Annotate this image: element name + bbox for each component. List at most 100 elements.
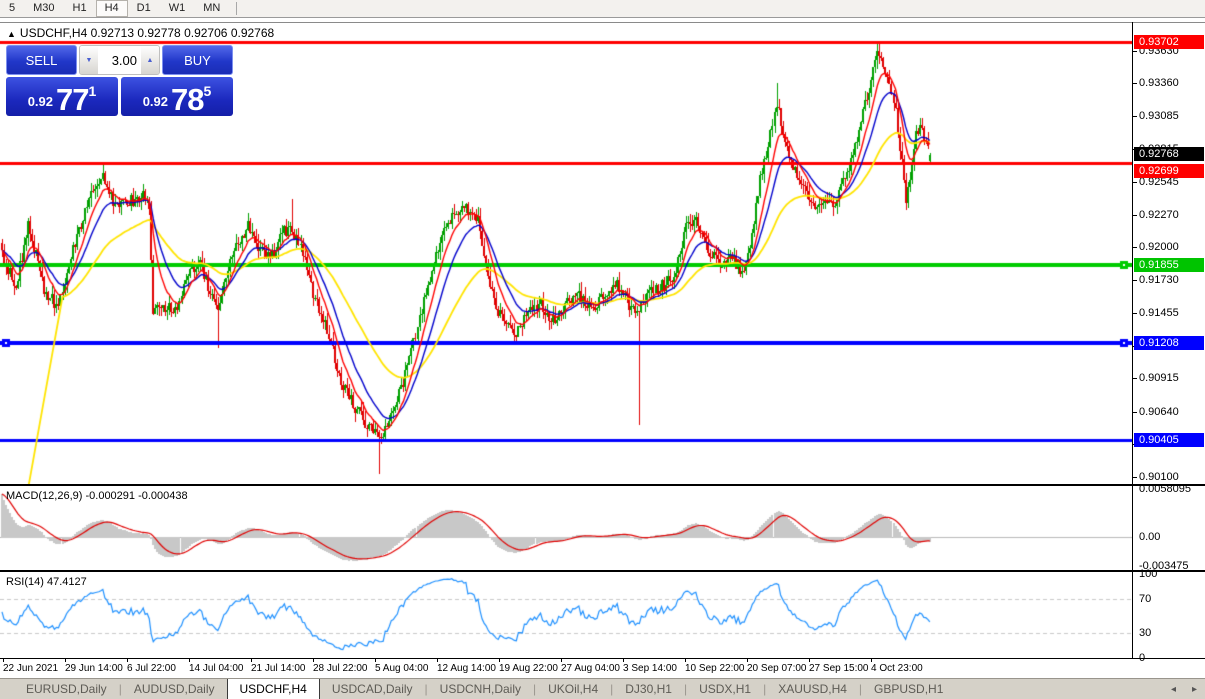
price-level-label: 0.91208 (1134, 336, 1204, 350)
date-tick-label: 4 Oct 23:00 (871, 663, 923, 674)
tab-scroll-right-button[interactable]: ▸ (1191, 684, 1197, 695)
date-tick-mark (189, 659, 190, 662)
ohlc-open: 0.92713 (90, 26, 134, 40)
date-tick-mark (127, 659, 128, 662)
rsi-chart-canvas[interactable] (0, 572, 1132, 658)
rsi-axis-label: 100 (1139, 568, 1158, 580)
macd-axis-label: 0.00 (1139, 531, 1161, 543)
date-tick-mark (871, 659, 872, 662)
date-tick-mark (65, 659, 66, 662)
price-tick-label: 0.92000 (1139, 241, 1179, 253)
tab-gbpusd-h1[interactable]: GBPUSD,H1 (874, 682, 944, 696)
price-tick-mark (1133, 182, 1137, 183)
rsi-label: RSI(14) 47.4127 (6, 576, 87, 588)
date-tick-mark (251, 659, 252, 662)
volume-spinner: ▼ ▲ (79, 45, 160, 75)
price-tick-label: 0.93085 (1139, 110, 1179, 122)
price-tick-mark (1133, 477, 1137, 478)
period-button-h4[interactable]: H4 (95, 0, 128, 17)
price-tick-label: 0.92545 (1139, 176, 1179, 188)
date-tick-label: 5 Aug 04:00 (375, 663, 429, 674)
rsi-axis-label: 0 (1139, 652, 1146, 664)
date-tick-label: 20 Sep 07:00 (747, 663, 807, 674)
tab-separator: | (858, 682, 863, 696)
period-button-5[interactable]: 5 (9, 2, 16, 14)
collapse-triangle-icon[interactable]: ▲ (7, 29, 16, 39)
sell-price-big: 77 (56, 82, 89, 117)
date-tick-mark (809, 659, 810, 662)
volume-increase-button[interactable]: ▲ (141, 46, 159, 74)
price-tick-mark (1133, 215, 1137, 216)
date-tick-label: 29 Jun 14:00 (65, 663, 123, 674)
date-tick-label: 10 Sep 22:00 (685, 663, 745, 674)
price-level-label: 0.92768 (1134, 147, 1204, 161)
date-tick-mark (313, 659, 314, 662)
one-click-trade-panel: SELL ▼ ▲ BUY 0.92 77 1 0.92 78 5 (6, 45, 233, 116)
macd-label: MACD(12,26,9) -0.000291 -0.000438 (6, 490, 188, 502)
tab-usdchf-h4[interactable]: USDCHF,H4 (226, 679, 320, 699)
date-tick-mark (685, 659, 686, 662)
price-tick-mark (1133, 378, 1137, 379)
price-tick-label: 0.91730 (1139, 274, 1179, 286)
date-tick-label: 14 Jul 04:00 (189, 663, 244, 674)
main-chart-pane (0, 22, 1205, 485)
buy-button[interactable]: BUY (162, 45, 233, 75)
tab-eurusd-daily[interactable]: EURUSD,Daily (26, 682, 107, 696)
date-tick-mark (561, 659, 562, 662)
chart-tab-bar: EURUSD,Daily | AUDUSD,Daily USDCHF,H4 USDCAD… (0, 678, 1205, 699)
date-tick-mark (623, 659, 624, 662)
period-button-mn[interactable]: MN (203, 2, 221, 14)
price-tick-label: 0.90100 (1139, 471, 1179, 483)
volume-decrease-button[interactable]: ▼ (80, 46, 98, 74)
macd-indicator-pane: MACD(12,26,9) -0.000291 -0.000438 (0, 485, 1205, 571)
tab-scroll-left-button[interactable]: ◂ (1170, 684, 1176, 695)
price-tick-mark (1133, 51, 1137, 52)
price-level-label: 0.91855 (1134, 258, 1204, 272)
price-tick-label: 0.91455 (1139, 307, 1179, 319)
ohlc-close: 0.92768 (230, 26, 275, 40)
date-tick-label: 3 Sep 14:00 (623, 663, 677, 674)
ohlc-low: 0.92706 (184, 26, 228, 40)
date-tick-label: 12 Aug 14:00 (437, 663, 496, 674)
period-button-w1[interactable]: W1 (168, 2, 186, 14)
buy-price-display[interactable]: 0.92 78 5 (121, 77, 233, 116)
date-tick-label: 19 Aug 22:00 (499, 663, 558, 674)
tab-ukoil-h4[interactable]: UKOil,H4 (548, 682, 599, 696)
toolbar-separator (236, 2, 238, 15)
macd-axis-label: 0.0058095 (1139, 483, 1191, 495)
price-level-label: 0.92699 (1134, 164, 1204, 178)
date-tick-mark (747, 659, 748, 662)
buy-price-superscript: 5 (203, 83, 212, 99)
price-tick-mark (1133, 116, 1137, 117)
tab-usdcad-daily[interactable]: USDCAD,Daily (331, 682, 413, 696)
rsi-axis-label: 70 (1139, 593, 1152, 605)
tab-xauusd-h4[interactable]: XAUUSD,H4 (778, 682, 847, 696)
buy-price-big: 78 (171, 82, 204, 117)
price-axis[interactable]: 0.936300.933600.930850.928150.925450.922… (1133, 22, 1205, 664)
period-button-m30[interactable]: M30 (33, 2, 55, 14)
tab-separator: | (683, 682, 688, 696)
period-button-h1[interactable]: H1 (72, 2, 87, 14)
volume-input[interactable] (98, 46, 141, 74)
price-level-label: 0.90405 (1134, 433, 1204, 447)
period-button-d1[interactable]: D1 (136, 2, 151, 14)
sell-price-display[interactable]: 0.92 77 1 (6, 77, 118, 116)
tab-dj30-h1[interactable]: DJ30,H1 (625, 682, 672, 696)
macd-axis-label: -0.003475 (1139, 560, 1189, 572)
price-tick-mark (1133, 412, 1137, 413)
date-tick-label: 22 Jun 2021 (3, 663, 59, 674)
ohlc-high: 0.92778 (137, 26, 181, 40)
macd-chart-canvas[interactable] (0, 486, 1132, 570)
tab-separator: | (610, 682, 614, 696)
timeframe-toolbar: 5 M30 H1 H4 D1 W1 MN (0, 0, 1205, 18)
tab-audusd-daily[interactable]: AUDUSD,Daily (133, 682, 215, 696)
tab-usdx-h1[interactable]: USDX,H1 (699, 682, 752, 696)
date-axis[interactable]: 22 Jun 2021 29 Jun 14:00 6 Jul 22:00 14 Jul… (0, 659, 1205, 678)
tab-separator: | (424, 682, 428, 696)
tab-separator: | (118, 682, 122, 696)
chart-symbol-title: USDCHF,H4 (19, 26, 88, 40)
sell-button[interactable]: SELL (6, 45, 77, 75)
price-tick-mark (1133, 280, 1137, 281)
tab-usdcnh-daily[interactable]: USDCNH,Daily (439, 682, 521, 696)
